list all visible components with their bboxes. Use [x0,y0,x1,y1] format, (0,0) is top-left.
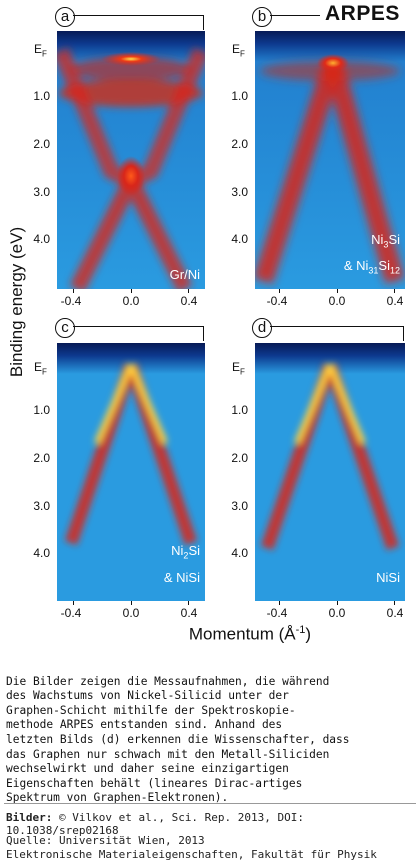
caption-line: Eigenschaften behält (lineares Dirac-art… [6,776,303,790]
ytick-d-3: 3.0 [231,499,248,513]
xtick-b-1: -0.4 [266,294,288,308]
xtick-c-2: 0.0 [122,606,140,620]
ytick-b-3: 3.0 [231,185,248,199]
xtick-b-2: 0.0 [328,294,346,308]
ytick-d-4: 4.0 [231,546,248,560]
arpes-plot-d [255,343,405,601]
ytick-c-2: 2.0 [33,451,50,465]
caption-line: Die Bilder zeigen die Messaufnahmen, die… [6,674,330,688]
xtickmark-d-3 [394,601,395,605]
annotation-d: NiSi [376,570,400,585]
ytick-b-1: 1.0 [231,89,248,103]
ytick-c-4: 4.0 [33,546,50,560]
panel-label-a: a [55,7,75,27]
ef-label-c: EF [34,360,47,377]
ytick-a-3: 3.0 [33,185,50,199]
caption-line: des Wachstums von Nickel-Silicid unter d… [6,689,289,703]
xtick-b-3: 0.4 [386,294,404,308]
x-axis-title: Momentum (Å-1) [188,624,312,644]
arpes-plot-a [57,31,205,289]
caption-line: letzten Bilds (d) erkennen die Wissensch… [6,732,350,746]
caption-line: wechselwirkt und daher seine einzigartig… [6,762,289,776]
panel-c-bracket [73,326,204,341]
annotation-c-line1: Ni2Si [171,543,200,561]
caption-line: Spektrum von Graphen-Elektronen). [6,791,229,805]
panel-d-bracket [270,326,404,341]
arpes-plot-c [57,343,205,601]
panel-label-b: b [252,7,272,27]
panel-a-bracket [73,15,204,30]
caption-line: Graphen-Schicht mithilfe der Spektroskop… [6,703,296,717]
annotation-b-line1: Ni3Si [371,232,400,250]
ytick-a-2: 2.0 [33,137,50,151]
xtickmark-b-3 [394,289,395,293]
ytick-a-1: 1.0 [33,89,50,103]
ef-label-d: EF [232,360,245,377]
xtickmark-a-3 [188,289,189,293]
xtick-d-3: 0.4 [386,606,404,620]
caption-line: methode ARPES entstanden sind. Anhand de… [6,718,283,732]
xtickmark-a-2 [131,289,132,293]
ytick-c-1: 1.0 [33,403,50,417]
ef-label-b: EF [232,42,245,59]
ytick-b-4: 4.0 [231,232,248,246]
divider [4,803,416,804]
xtick-a-3: 0.4 [180,294,198,308]
ytick-a-4: 4.0 [33,232,50,246]
xtickmark-d-2 [337,601,338,605]
panel-label-d: d [252,318,272,338]
header-title: ARPES [325,2,400,25]
image-credit: Bilder: © Vilkov et al., Sci. Rep. 2013,… [6,811,305,837]
xtick-d-2: 0.0 [328,606,346,620]
xtick-a-2: 0.0 [122,294,140,308]
xtickmark-c-3 [188,601,189,605]
xtickmark-b-1 [279,289,280,293]
xtickmark-d-1 [279,601,280,605]
figure-caption: Die Bilder zeigen die Messaufnahmen, die… [6,660,350,821]
source-credit: Quelle: Universität Wien, 2013 [6,834,205,847]
xtick-c-3: 0.4 [180,606,198,620]
ytick-d-2: 2.0 [231,451,248,465]
ytick-d-1: 1.0 [231,403,248,417]
department-credit: Elektronische Materialeigenschaften, Fak… [6,848,377,861]
annotation-b-line2: & Ni31Si12 [343,258,400,276]
xtickmark-c-2 [131,601,132,605]
caption-line: das Graphen nur schwach mit den Metall-S… [6,747,330,761]
annotation-a: Gr/Ni [169,267,200,282]
annotation-c-line2: & NiSi [163,570,200,585]
xtick-c-1: -0.4 [60,606,82,620]
ytick-c-3: 3.0 [33,499,50,513]
xtickmark-b-2 [337,289,338,293]
ytick-b-2: 2.0 [231,137,248,151]
xtick-d-1: -0.4 [266,606,288,620]
panel-b-bracket [270,15,320,16]
xtickmark-c-1 [73,601,74,605]
xtick-a-1: -0.4 [60,294,82,308]
panel-label-c: c [55,318,75,338]
ef-label-a: EF [34,42,47,59]
arpes-plot-b [255,31,405,289]
xtickmark-a-1 [73,289,74,293]
